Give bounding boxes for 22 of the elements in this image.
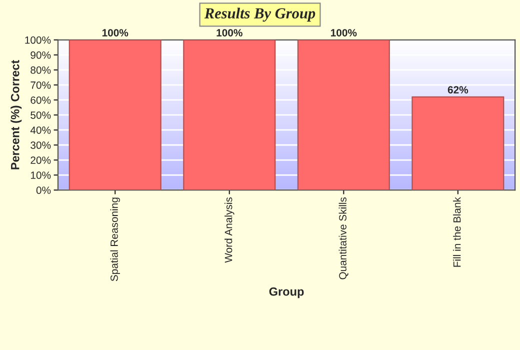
chart-title: Results By Group [204, 8, 316, 22]
y-tick-label: 50% [30, 111, 51, 119]
y-tick-label: 40% [30, 126, 51, 134]
data-label: 100% [330, 29, 357, 36]
y-axis-title: Percent (%) Correct [10, 60, 22, 170]
y-tick-label: 80% [30, 66, 51, 74]
x-tick-label: Quantitative Skills [338, 197, 348, 280]
data-label: 100% [216, 29, 242, 36]
data-label: 100% [102, 29, 128, 36]
y-tick-label: 70% [30, 81, 51, 89]
y-tick-label: 10% [30, 172, 51, 179]
y-tick-label: 60% [30, 96, 51, 104]
x-tick-label: Word Analysis [224, 197, 234, 263]
x-axis-title: Group [269, 287, 304, 298]
y-tick-label: 30% [30, 142, 51, 149]
x-tick-label: Spatial Reasoning [110, 198, 120, 282]
y-tick-label: 100% [25, 36, 51, 44]
y-tick-label: 90% [30, 51, 51, 59]
data-label: 62% [448, 86, 468, 94]
y-tick-label: 0% [36, 186, 51, 194]
y-tick-label: 20% [30, 156, 51, 164]
x-tick-label: Fill in the Blank [453, 196, 461, 267]
